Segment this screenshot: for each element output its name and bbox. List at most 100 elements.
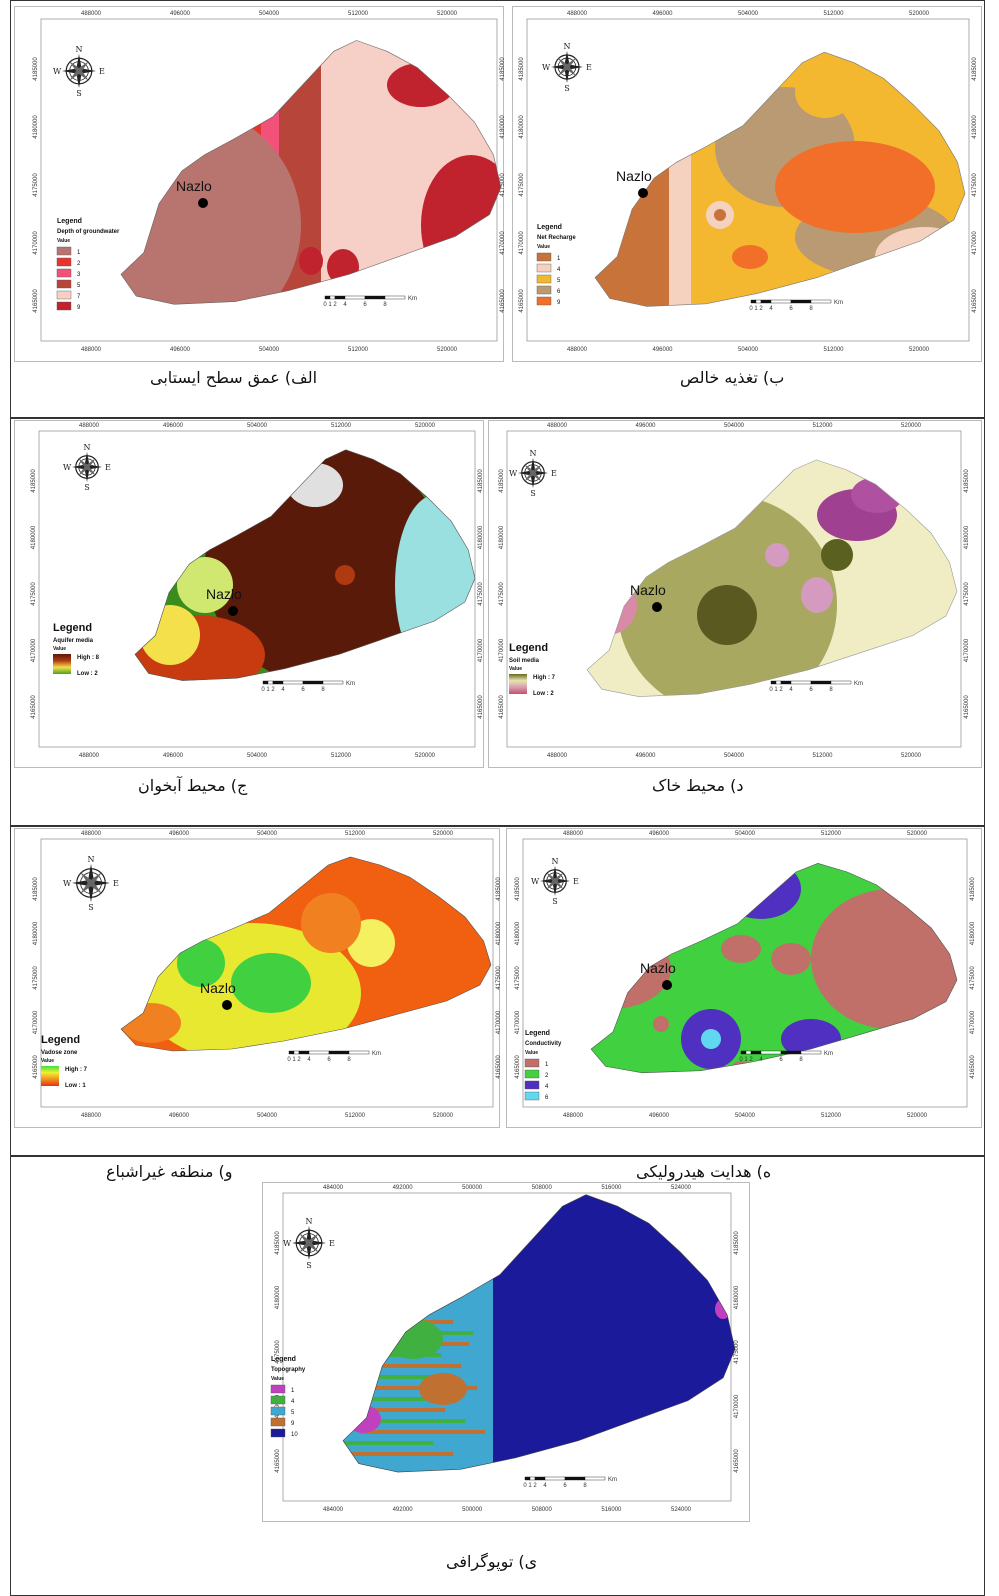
legend-swatch [56, 268, 72, 278]
x-tick-top: 488000 [81, 831, 102, 837]
x-tick-bottom: 488000 [567, 347, 588, 353]
scale-unit: Km [372, 1051, 381, 1057]
map-zone [345, 1405, 381, 1433]
caption-topography: ی) توپوگرافی [446, 1552, 538, 1571]
y-tick-left: 4185000 [515, 877, 521, 901]
compass-rose-icon: N S E W [542, 42, 592, 93]
legend: Legend Conductivity Value 1 2 4 6 [524, 1030, 562, 1101]
scale-segment [750, 299, 757, 304]
map-panel-conductivity: 488000 488000 496000 496000 504000 504000 5120… [506, 828, 982, 1128]
y-tick-left: 4170000 [275, 1394, 281, 1418]
compass-s: S [88, 903, 93, 912]
y-tick-left: 4185000 [33, 877, 39, 901]
compass-rose-icon: N S E W [509, 449, 557, 498]
town-label: Nazlo [176, 178, 212, 194]
map-zone [721, 863, 801, 919]
y-tick-right: 4165000 [972, 289, 978, 313]
y-tick-left: 4175000 [33, 173, 39, 197]
y-tick-left: 4180000 [499, 525, 505, 549]
y-tick-left: 4185000 [499, 469, 505, 493]
map-svg-soil: 488000 488000 496000 496000 504000 504000 5120… [499, 423, 970, 759]
x-tick-bottom: 484000 [323, 1507, 344, 1513]
x-tick-bottom: 488000 [81, 347, 102, 353]
legend-label: 2 [545, 1073, 549, 1079]
x-tick-bottom: 496000 [652, 347, 673, 353]
map-zone [121, 105, 301, 305]
compass-s: S [306, 1261, 311, 1270]
scale-tick: 8 [829, 687, 833, 693]
y-tick-left: 4165000 [33, 1055, 39, 1079]
scale-tick: 4 [281, 687, 285, 693]
x-tick-top: 504000 [735, 831, 756, 837]
scale-segment [328, 1050, 350, 1055]
x-tick-bottom: 512000 [348, 347, 369, 353]
map-zone [851, 477, 903, 513]
scale-tick: 0 [739, 1057, 743, 1063]
x-tick-top: 488000 [81, 11, 102, 17]
scale-unit: Km [824, 1051, 833, 1057]
legend-swatch [270, 1406, 286, 1416]
compass-n: N [84, 443, 91, 452]
legend-swatch [56, 279, 72, 289]
legend-label: 5 [291, 1410, 295, 1416]
y-tick-right: 4180000 [734, 1285, 740, 1309]
legend-label: 5 [77, 283, 81, 289]
terrain-band [359, 1364, 461, 1368]
y-tick-left: 4175000 [499, 582, 505, 606]
map-zone [395, 495, 475, 675]
legend-heading: Legend [53, 622, 92, 634]
map-svg-vadose: 488000 488000 496000 496000 504000 504000 5120… [33, 831, 501, 1119]
watershed-fill [121, 857, 491, 1051]
x-tick-top: 488000 [567, 11, 588, 17]
watershed-outline [120, 856, 492, 1052]
map-zone [387, 63, 455, 107]
scale-segment [760, 299, 772, 304]
y-tick-left: 4170000 [33, 1010, 39, 1034]
compass-w: W [283, 1239, 292, 1248]
terrain-band [351, 1320, 453, 1324]
map-panel-topography: 484000 484000 492000 492000 500000 500000 5080… [262, 1182, 750, 1522]
y-tick-left: 4165000 [275, 1449, 281, 1473]
x-tick-top: 520000 [415, 423, 436, 429]
watershed-fill [121, 40, 501, 305]
compass-w: W [509, 469, 518, 478]
y-tick-right: 4165000 [500, 289, 505, 313]
x-tick-bottom: 496000 [163, 753, 184, 759]
y-tick-left: 4170000 [519, 231, 525, 255]
y-tick-left: 4170000 [515, 1010, 521, 1034]
scale-segment [544, 1476, 566, 1481]
scale-segment [750, 1050, 762, 1055]
scale-segment [800, 1050, 822, 1055]
y-tick-right: 4165000 [964, 695, 970, 719]
scale-tick: 0 [769, 687, 773, 693]
compass-n: N [76, 45, 83, 54]
legend-swatch [524, 1091, 540, 1101]
x-tick-bottom: 500000 [462, 1507, 483, 1513]
map-frame [38, 430, 476, 748]
scale-segment [322, 680, 344, 685]
y-tick-right: 4165000 [734, 1449, 740, 1473]
scale-tick: 8 [809, 306, 813, 312]
scale-tick: 4 [759, 1057, 763, 1063]
y-tick-right: 4185000 [970, 877, 976, 901]
map-zone [721, 935, 761, 963]
x-tick-top: 524000 [671, 1185, 692, 1191]
terrain-band [351, 1419, 465, 1423]
x-tick-top: 512000 [812, 423, 833, 429]
watershed-fill [135, 449, 475, 681]
scale-segment [740, 1050, 747, 1055]
caption-soil: د) محیط خاک [652, 776, 744, 795]
x-tick-top: 516000 [601, 1185, 622, 1191]
compass-rose-icon: N S E W [53, 45, 105, 98]
x-tick-bottom: 496000 [169, 1113, 190, 1119]
y-tick-right: 4185000 [964, 469, 970, 493]
x-tick-bottom: 520000 [901, 753, 922, 759]
scale-tick: 6 [779, 1057, 783, 1063]
scale-bar: 0 1 2 4 6 8 Km [287, 1050, 381, 1063]
caption-conductivity: ه) هدایت هیدرولیکی [636, 1162, 772, 1181]
x-tick-top: 488000 [547, 423, 568, 429]
map-svg-aquifer: 488000 488000 496000 496000 504000 504000 5120… [31, 423, 484, 759]
y-tick-left: 4175000 [275, 1340, 281, 1364]
y-tick-right: 4170000 [964, 638, 970, 662]
scale-bar: 0 1 2 4 6 8 Km [769, 680, 863, 693]
